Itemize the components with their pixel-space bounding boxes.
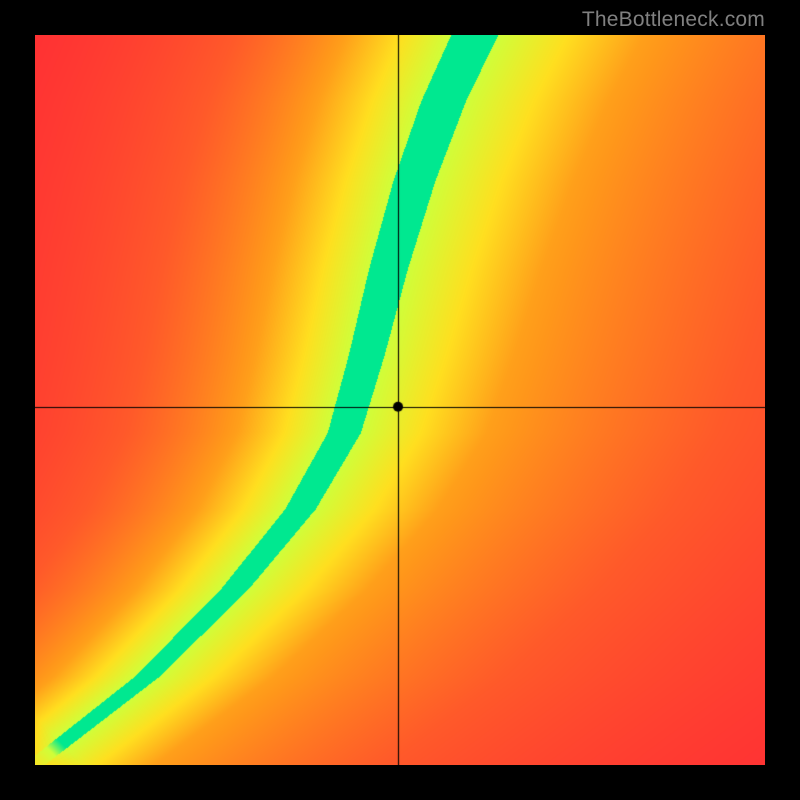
watermark-text: TheBottleneck.com bbox=[582, 8, 765, 32]
heatmap-canvas bbox=[35, 35, 765, 765]
heatmap-chart bbox=[35, 35, 765, 770]
